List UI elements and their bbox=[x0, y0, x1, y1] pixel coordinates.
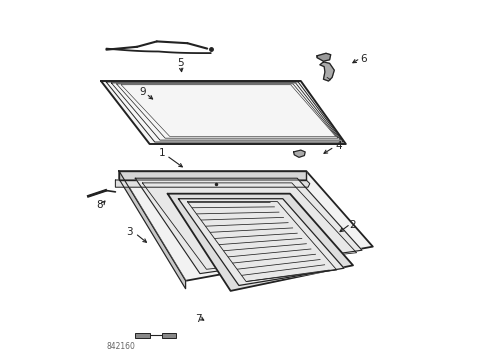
Polygon shape bbox=[168, 194, 353, 291]
Text: 3: 3 bbox=[126, 227, 133, 237]
Polygon shape bbox=[320, 62, 334, 81]
Text: 2: 2 bbox=[350, 220, 356, 230]
Polygon shape bbox=[119, 171, 186, 289]
Polygon shape bbox=[317, 53, 331, 61]
Text: 8: 8 bbox=[96, 200, 102, 210]
Text: 4: 4 bbox=[335, 141, 342, 151]
Polygon shape bbox=[116, 180, 310, 187]
Polygon shape bbox=[101, 81, 346, 144]
Text: 842160: 842160 bbox=[106, 342, 135, 351]
Polygon shape bbox=[294, 150, 305, 157]
Polygon shape bbox=[119, 171, 306, 180]
Polygon shape bbox=[135, 178, 362, 274]
Text: 9: 9 bbox=[139, 87, 146, 97]
Polygon shape bbox=[119, 171, 373, 281]
Bar bbox=[162, 333, 176, 338]
Text: 7: 7 bbox=[195, 314, 201, 324]
Text: 1: 1 bbox=[159, 148, 166, 158]
Bar bbox=[135, 333, 149, 338]
Text: 6: 6 bbox=[361, 54, 367, 64]
Polygon shape bbox=[178, 199, 344, 285]
Text: 5: 5 bbox=[177, 58, 184, 68]
